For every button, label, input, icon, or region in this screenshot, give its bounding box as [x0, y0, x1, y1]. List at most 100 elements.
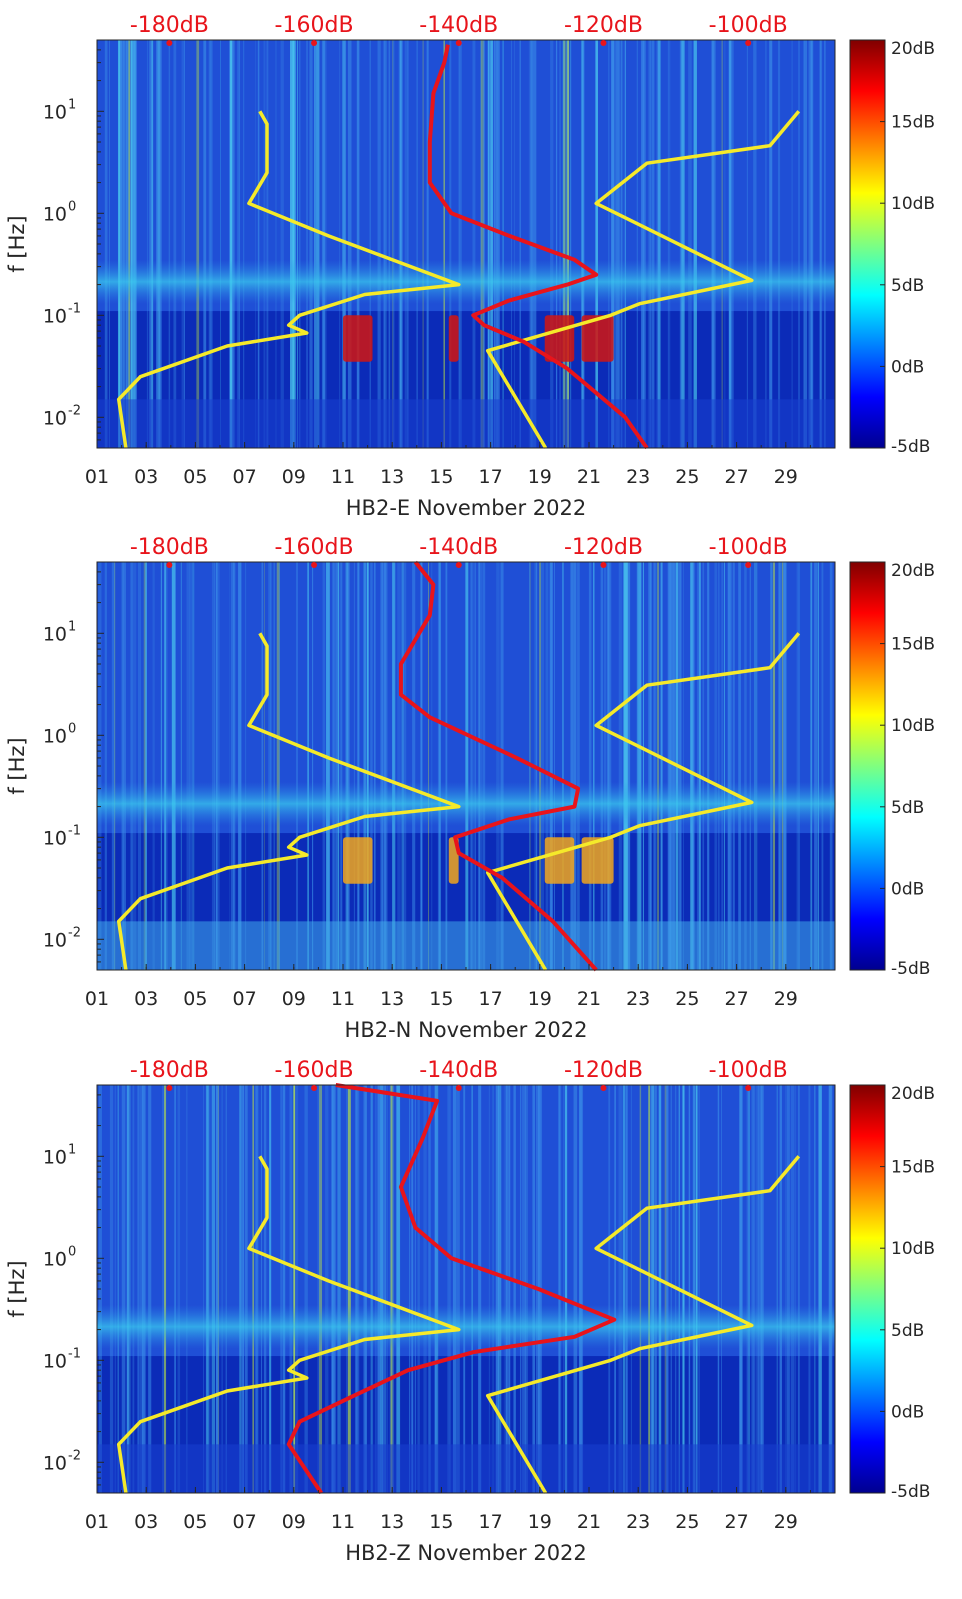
spectrogram-streak	[319, 1085, 323, 1493]
spectrogram-streak	[495, 1085, 499, 1493]
spectrogram-streak	[192, 562, 195, 970]
x-tick-label: 19	[528, 988, 552, 1010]
y-tick-exponent: -2	[68, 925, 81, 940]
spectrogram-streak	[323, 40, 325, 448]
spectrogram-streak	[817, 562, 819, 970]
x-tick-label: 29	[774, 1511, 798, 1533]
spectrogram-streak	[180, 562, 182, 970]
spectrogram-streak	[494, 40, 498, 448]
spectrogram-streak	[127, 1085, 131, 1493]
spectrogram-streak	[229, 562, 231, 970]
colorbar-gradient	[849, 1084, 886, 1494]
spectrogram-streak	[160, 562, 162, 970]
spectrogram-streak	[142, 1085, 146, 1493]
spectrogram-streak	[164, 562, 167, 970]
spectrogram-streak	[314, 40, 316, 448]
energy-blob	[544, 315, 575, 362]
top-db-label: -180dB	[130, 13, 209, 38]
spectrogram-streak	[340, 562, 343, 970]
spectrogram-streak	[165, 562, 168, 970]
spectrogram-streak	[780, 1085, 782, 1493]
spectrogram-streak	[751, 1085, 754, 1493]
spectrogram-streak	[481, 562, 483, 970]
colorbar-label: 10dB	[891, 194, 935, 214]
spectrogram-streak	[335, 562, 338, 970]
spectrogram-streak	[670, 562, 674, 970]
microseism-band	[97, 781, 835, 826]
spectrogram-streak	[749, 562, 751, 970]
spectrogram-streak	[426, 40, 429, 448]
x-tick-label: 09	[282, 466, 306, 488]
spectrogram-streak	[407, 40, 409, 448]
spectrogram-streak	[648, 562, 651, 970]
spectrogram-streak	[356, 40, 359, 448]
x-tick-label: 19	[528, 1511, 552, 1533]
spectrogram-streak	[177, 1085, 181, 1493]
x-axis-title: HB2-E November 2022	[346, 496, 586, 520]
spectrogram-streak	[786, 1085, 790, 1493]
spectrogram-streak	[648, 1085, 651, 1493]
spectrogram-streak	[203, 40, 207, 448]
spectrogram-streak	[654, 1085, 657, 1493]
spectrogram-streak	[730, 562, 732, 970]
spectrogram-streak	[478, 1085, 482, 1493]
series-line-hb2-e-median-psd	[427, 44, 649, 450]
spectrogram-streak	[623, 40, 626, 448]
spectrogram-streak	[339, 40, 341, 448]
spectrogram-streak	[794, 1085, 796, 1493]
spectrogram-streak	[814, 1085, 815, 1493]
spectrogram-streak	[137, 1085, 140, 1493]
spectrogram-streak	[819, 40, 822, 448]
spectrogram-streak	[721, 562, 724, 970]
spectrogram-streak	[148, 1085, 152, 1493]
spectrogram-streak	[649, 562, 652, 970]
spectrogram-streak	[657, 562, 660, 970]
spectrogram-streak	[404, 40, 409, 448]
spectrogram-streak	[148, 40, 153, 448]
x-tick-label: 05	[183, 988, 207, 1010]
spectrogram-streak	[523, 1085, 527, 1493]
spectrogram-streak	[357, 562, 359, 970]
y-tick-exponent: -1	[68, 823, 81, 838]
top-db-label: -160dB	[275, 535, 354, 560]
spectrogram-streak	[824, 40, 826, 448]
x-tick-label: 17	[479, 988, 503, 1010]
spectrogram-streak	[731, 40, 734, 448]
spectrogram-streak	[140, 1085, 144, 1493]
spectrogram-streak	[377, 1085, 381, 1493]
spectrogram-streak	[566, 40, 570, 448]
spectrogram-streak	[692, 1085, 696, 1493]
spectrogram-streak	[243, 40, 245, 448]
spectrogram-streak	[143, 562, 146, 970]
spectrogram-streak	[524, 1085, 528, 1493]
spectrogram-streak	[266, 40, 269, 448]
spectrogram-streak	[803, 40, 805, 448]
spectrogram-streak	[550, 562, 552, 970]
spectrogram-streak	[331, 1085, 334, 1493]
colorbar-gradient	[849, 561, 886, 971]
y-tick-label: 10	[43, 929, 67, 951]
spectrogram-streak	[449, 40, 452, 448]
top-db-label: -120dB	[564, 13, 643, 38]
spectrogram-streak	[739, 1085, 743, 1493]
spectrogram-streak	[174, 1085, 176, 1493]
spectrogram-streak	[225, 1085, 227, 1493]
spectrogram-streak	[186, 562, 190, 970]
spectrogram-streak	[478, 562, 481, 970]
x-tick-label: 13	[380, 1511, 404, 1533]
spectrogram-streak	[688, 1085, 691, 1493]
spectrogram-streak	[445, 562, 448, 970]
spectrogram-streak	[650, 1085, 653, 1493]
spectrogram-streak	[808, 40, 813, 448]
spectrogram-streak	[651, 1085, 654, 1493]
spectrogram-streak	[500, 562, 504, 970]
spectrogram-streak	[128, 40, 131, 448]
spectrogram-streak	[630, 1085, 632, 1493]
spectrogram-streak	[480, 40, 482, 448]
x-tick-label: 07	[233, 1511, 257, 1533]
spectrogram-streak	[109, 1085, 114, 1493]
spectrogram-streak	[732, 562, 735, 970]
spectrogram-streak	[314, 40, 316, 448]
y-tick-label: 10	[43, 1146, 67, 1168]
spectrogram-streak	[137, 562, 142, 970]
